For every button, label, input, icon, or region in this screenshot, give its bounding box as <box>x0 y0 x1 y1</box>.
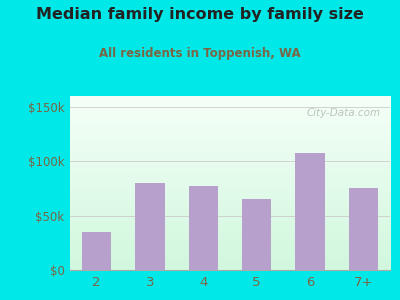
Bar <box>82 232 111 270</box>
Bar <box>242 199 271 270</box>
Bar <box>189 186 218 270</box>
Text: Median family income by family size: Median family income by family size <box>36 8 364 22</box>
Bar <box>295 152 325 270</box>
Text: All residents in Toppenish, WA: All residents in Toppenish, WA <box>99 46 301 59</box>
Text: City-Data.com: City-Data.com <box>306 108 380 118</box>
Bar <box>349 188 378 270</box>
Bar <box>135 183 165 270</box>
